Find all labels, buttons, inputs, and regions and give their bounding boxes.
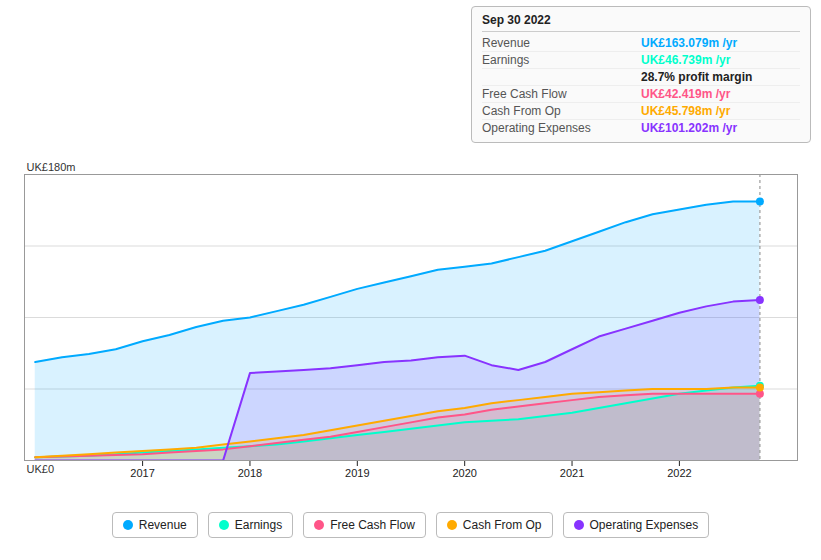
- html-text:Operating Expenses: Operating Expenses: [482, 121, 591, 135]
- html-text:Cash From Op: Cash From Op: [482, 104, 561, 118]
- svg-text:UK£0: UK£0: [27, 463, 55, 475]
- html-text:Operating Expenses: Operating Expenses: [589, 518, 699, 532]
- html-text:UK£163.079m /yr: UK£163.079m /yr: [641, 36, 738, 50]
- html-text:UK£101.202m /yr: UK£101.202m /yr: [641, 121, 738, 135]
- html-text:Revenue: Revenue: [138, 518, 187, 532]
- html-text:Cash From Op: Cash From Op: [462, 518, 542, 532]
- svg-text:2017: 2017: [130, 467, 154, 479]
- html-text:Earnings: Earnings: [234, 518, 283, 532]
- html-text:Earnings: Earnings: [482, 53, 530, 67]
- html-text:Free Cash Flow: Free Cash Flow: [330, 518, 415, 532]
- svg-text:UK£180m: UK£180m: [27, 161, 76, 173]
- html-text:Sep 30 2022: Sep 30 2022: [482, 13, 551, 27]
- svg-text:2019: 2019: [345, 467, 369, 479]
- svg-text:2022: 2022: [667, 467, 691, 479]
- html-text:28.7% profit margin: 28.7% profit margin: [641, 70, 753, 84]
- html-text:Revenue: Revenue: [482, 36, 530, 50]
- html-text:UK£45.798m /yr: UK£45.798m /yr: [641, 104, 731, 118]
- svg-text:2021: 2021: [560, 467, 584, 479]
- svg-text:2020: 2020: [452, 467, 476, 479]
- svg-text:2018: 2018: [238, 467, 262, 479]
- html-text:Free Cash Flow: Free Cash Flow: [482, 87, 567, 101]
- html-text:UK£46.739m /yr: UK£46.739m /yr: [641, 53, 731, 67]
- html-text:UK£42.419m /yr: UK£42.419m /yr: [641, 87, 731, 101]
